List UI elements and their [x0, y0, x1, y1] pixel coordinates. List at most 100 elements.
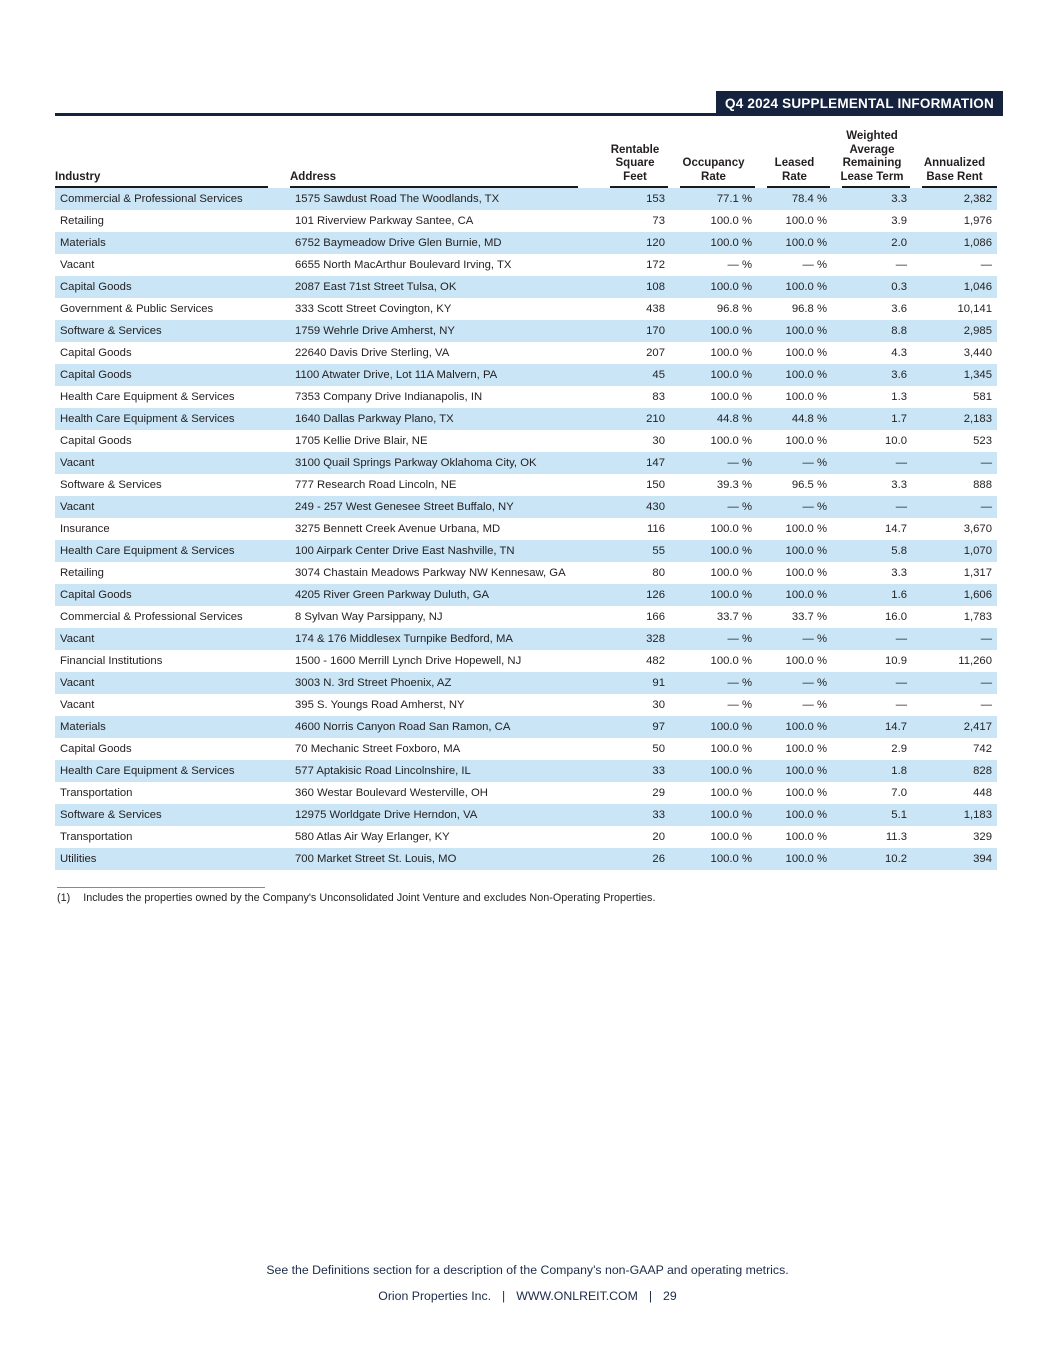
address-cell: 4600 Norris Canyon Road San Ramon, CA — [290, 716, 600, 738]
lease-term-cell: 3.6 — [832, 364, 912, 386]
header-rule — [55, 113, 718, 116]
table-row: Vacant 6655 North MacArthur Boulevard Irv… — [55, 254, 997, 276]
column-header-occupancy-rate: Occupancy Rate — [670, 125, 757, 188]
address-cell: 100 Airpark Center Drive East Nashville,… — [290, 540, 600, 562]
column-header-base-rent: Annualized Base Rent — [912, 125, 997, 188]
occupancy-rate-cell: 100.0 % — [670, 804, 757, 826]
leased-rate-cell: 100.0 % — [757, 760, 832, 782]
leased-rate-cell: 100.0 % — [785, 347, 827, 359]
leased-rate-cell: 100.0 % — [757, 540, 832, 562]
industry-cell: Insurance — [60, 523, 110, 535]
base-rent-cell: 523 — [973, 435, 992, 447]
lease-term-cell: — — [832, 628, 912, 650]
table-row: Capital Goods 70 Mechanic Street Foxboro,… — [55, 738, 997, 760]
industry-cell: Government & Public Services — [60, 303, 214, 315]
lease-term-cell: 7.0 — [891, 787, 907, 799]
base-rent-cell: 2,417 — [912, 716, 997, 738]
industry-cell: Commercial & Professional Services — [60, 611, 243, 623]
occupancy-rate-cell: 100.0 % — [710, 215, 752, 227]
footer-definitions-note: See the Definitions section for a descri… — [266, 1263, 789, 1277]
rentable-square-feet-cell: 30 — [652, 699, 665, 711]
lease-term-cell: — — [895, 259, 907, 271]
industry-cell: Vacant — [60, 699, 95, 711]
occupancy-rate-cell: 33.7 % — [716, 611, 752, 623]
base-rent-cell: 3,440 — [963, 347, 992, 359]
column-header-address: Address — [290, 125, 600, 188]
industry-cell: Capital Goods — [55, 364, 290, 386]
table-row: Health Care Equipment & Services 577 Apta… — [55, 760, 997, 782]
table-row: Utilities 700 Market Street St. Louis, MO… — [55, 848, 997, 870]
industry-cell: Software & Services — [60, 479, 162, 491]
leased-rate-cell: 44.8 % — [757, 408, 832, 430]
base-rent-cell: — — [980, 259, 992, 271]
lease-term-cell: 11.3 — [885, 831, 907, 843]
lease-term-cell: — — [895, 699, 907, 711]
table-row: Capital Goods 4205 River Green Parkway Du… — [55, 584, 997, 606]
address-cell: 1100 Atwater Drive, Lot 11A Malvern, PA — [290, 364, 600, 386]
property-table-wrap: Industry Address Rentable Square Feet Oc… — [55, 125, 1000, 870]
rentable-square-feet-cell: 147 — [600, 452, 670, 474]
lease-term-cell: 16.0 — [885, 611, 907, 623]
footer-page-number: 29 — [663, 1289, 677, 1303]
leased-rate-cell: 100.0 % — [757, 364, 832, 386]
table-row: Commercial & Professional Services 1575 S… — [55, 188, 997, 210]
table-row: Materials 6752 Baymeadow Drive Glen Burni… — [55, 232, 997, 254]
base-rent-cell: 828 — [912, 760, 997, 782]
occupancy-rate-cell: 100.0 % — [710, 743, 752, 755]
leased-rate-cell: 100.0 % — [785, 787, 827, 799]
table-row: Retailing 3074 Chastain Meadows Parkway N… — [55, 562, 997, 584]
address-cell: 3003 N. 3rd Street Phoenix, AZ — [290, 672, 600, 694]
footer-separator: | — [502, 1289, 506, 1303]
rentable-square-feet-cell: 73 — [652, 215, 665, 227]
leased-rate-cell: 100.0 % — [785, 743, 827, 755]
base-rent-cell: 10,141 — [957, 303, 992, 315]
table-row: Vacant 3100 Quail Springs Parkway Oklahom… — [55, 452, 997, 474]
rentable-square-feet-cell: 91 — [600, 672, 670, 694]
occupancy-rate-cell: 100.0 % — [670, 760, 757, 782]
base-rent-cell: 742 — [973, 743, 992, 755]
lease-term-cell: 5.8 — [832, 540, 912, 562]
rentable-square-feet-cell: 150 — [646, 479, 665, 491]
rentable-square-feet-cell: 29 — [652, 787, 665, 799]
occupancy-rate-cell: 100.0 % — [710, 391, 752, 403]
leased-rate-cell: 100.0 % — [785, 391, 827, 403]
rentable-square-feet-cell: 172 — [646, 259, 665, 271]
occupancy-rate-cell: 100.0 % — [710, 655, 752, 667]
address-cell: 3100 Quail Springs Parkway Oklahoma City… — [290, 452, 600, 474]
occupancy-rate-cell: 100.0 % — [670, 540, 757, 562]
leased-rate-cell: 100.0 % — [785, 435, 827, 447]
occupancy-rate-cell: 39.3 % — [716, 479, 752, 491]
rentable-square-feet-cell: 126 — [600, 584, 670, 606]
footnote: (1) Includes the properties owned by the … — [57, 892, 957, 904]
address-cell: 395 S. Youngs Road Amherst, NY — [295, 699, 465, 711]
industry-cell: Capital Goods — [55, 584, 290, 606]
base-rent-cell: — — [912, 496, 997, 518]
base-rent-cell: 1,183 — [912, 804, 997, 826]
rentable-square-feet-cell: 116 — [646, 523, 665, 535]
industry-cell: Materials — [55, 716, 290, 738]
table-row: Health Care Equipment & Services 100 Airp… — [55, 540, 997, 562]
table-row: Capital Goods 22640 Davis Drive Sterling,… — [55, 342, 997, 364]
industry-cell: Retailing — [60, 215, 104, 227]
address-cell: 3074 Chastain Meadows Parkway NW Kennesa… — [295, 567, 566, 579]
lease-term-cell: 10.9 — [885, 655, 907, 667]
address-cell: 333 Scott Street Covington, KY — [295, 303, 452, 315]
leased-rate-cell: 100.0 % — [785, 655, 827, 667]
address-cell: 4205 River Green Parkway Duluth, GA — [290, 584, 600, 606]
occupancy-rate-cell: — % — [670, 672, 757, 694]
table-row: Government & Public Services 333 Scott St… — [55, 298, 997, 320]
lease-term-cell: 4.3 — [891, 347, 907, 359]
leased-rate-cell: — % — [802, 699, 827, 711]
leased-rate-cell: 100.0 % — [785, 523, 827, 535]
leased-rate-cell: — % — [757, 452, 832, 474]
lease-term-cell: 10.2 — [832, 848, 912, 870]
occupancy-rate-cell: 100.0 % — [710, 347, 752, 359]
table-header: Industry Address Rentable Square Feet Oc… — [55, 125, 997, 188]
lease-term-cell: 2.9 — [891, 743, 907, 755]
table-row: Transportation 360 Westar Boulevard Weste… — [55, 782, 997, 804]
base-rent-cell: 1,070 — [912, 540, 997, 562]
rentable-square-feet-cell: 33 — [600, 804, 670, 826]
leased-rate-cell: 96.8 % — [791, 303, 827, 315]
base-rent-cell: — — [912, 628, 997, 650]
rentable-square-feet-cell: 430 — [600, 496, 670, 518]
